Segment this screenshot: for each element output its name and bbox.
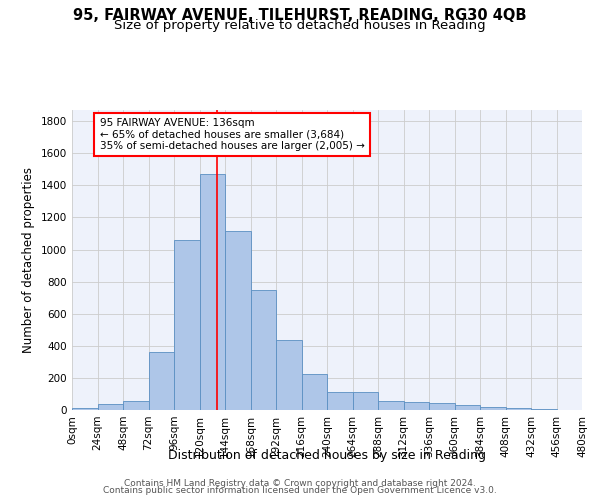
Bar [353,392,378,410]
Bar [72,408,97,410]
Bar [404,402,429,410]
Bar [455,405,480,410]
Y-axis label: Number of detached properties: Number of detached properties [22,167,35,353]
Bar [480,407,505,410]
Bar [378,401,404,410]
Bar [123,401,149,410]
Text: Size of property relative to detached houses in Reading: Size of property relative to detached ho… [114,18,486,32]
Bar [174,240,199,410]
Text: Contains public sector information licensed under the Open Government Licence v3: Contains public sector information licen… [103,486,497,495]
Bar [505,408,531,410]
Text: Distribution of detached houses by size in Reading: Distribution of detached houses by size … [168,450,486,462]
Bar [199,174,225,410]
Text: 95, FAIRWAY AVENUE, TILEHURST, READING, RG30 4QB: 95, FAIRWAY AVENUE, TILEHURST, READING, … [73,8,527,22]
Text: 95 FAIRWAY AVENUE: 136sqm
← 65% of detached houses are smaller (3,684)
35% of se: 95 FAIRWAY AVENUE: 136sqm ← 65% of detac… [100,118,365,151]
Bar [429,403,455,410]
Bar [531,409,557,410]
Text: Contains HM Land Registry data © Crown copyright and database right 2024.: Contains HM Land Registry data © Crown c… [124,478,476,488]
Bar [276,340,302,410]
Bar [149,352,174,410]
Bar [302,374,327,410]
Bar [97,404,123,410]
Bar [327,392,353,410]
Bar [251,290,276,410]
Bar [225,231,251,410]
